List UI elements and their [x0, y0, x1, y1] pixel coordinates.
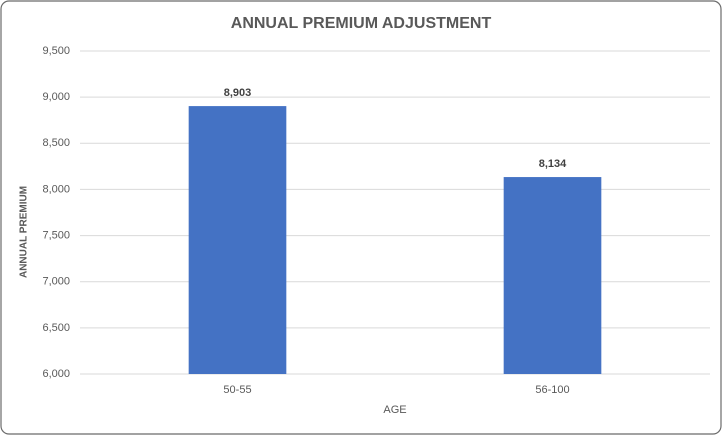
y-tick-label: 8,500 — [42, 137, 70, 149]
value-label: 8,134 — [539, 158, 567, 170]
y-axis-label: ANNUAL PREMIUM — [19, 186, 30, 278]
x-tick-label: 56-100 — [535, 384, 569, 396]
bar — [188, 106, 287, 374]
y-tick-label: 9,000 — [42, 91, 70, 103]
chart-title: ANNUAL PREMIUM ADJUSTMENT — [231, 15, 492, 32]
bar — [503, 177, 602, 374]
y-tick-label: 9,500 — [42, 45, 70, 57]
x-axis-label: AGE — [383, 404, 406, 416]
value-label: 8,903 — [224, 87, 252, 99]
y-tick-label: 6,000 — [42, 368, 70, 380]
y-tick-label: 6,500 — [42, 322, 70, 334]
x-tick-label: 50-55 — [223, 384, 251, 396]
y-tick-label: 8,000 — [42, 183, 70, 195]
y-tick-label: 7,000 — [42, 276, 70, 288]
y-tick-label: 7,500 — [42, 229, 70, 241]
